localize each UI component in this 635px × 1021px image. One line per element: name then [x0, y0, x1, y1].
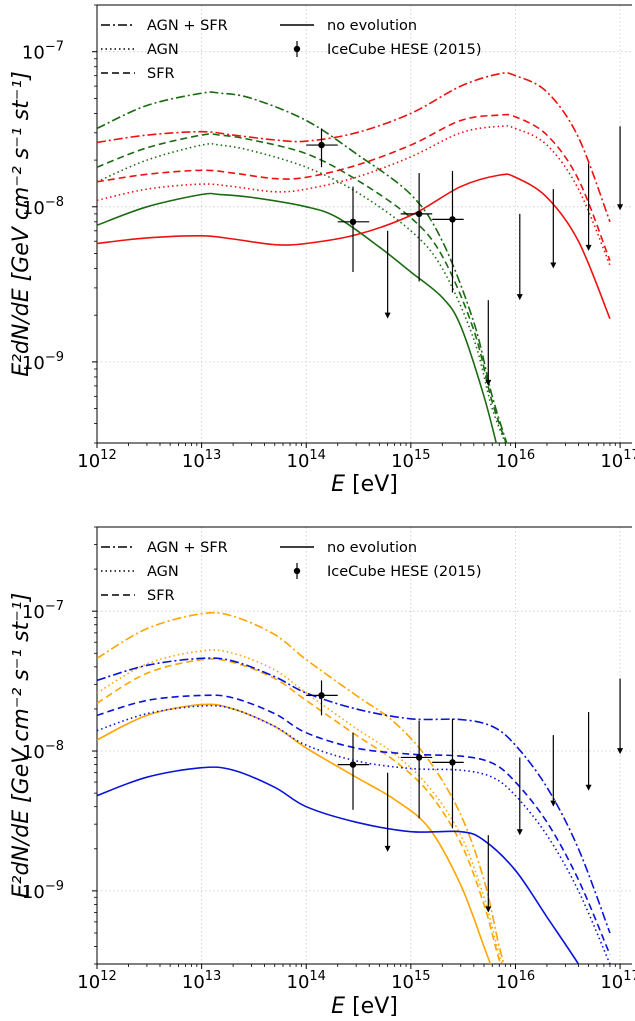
legend-label: AGN + SFR — [147, 540, 228, 556]
series-line-b-dotted — [97, 704, 611, 964]
y-axis-label: E²dN/dE [GeV cm⁻² s⁻¹ st⁻¹] — [9, 71, 34, 377]
data-point — [349, 218, 357, 226]
x-tick-label: 1012 — [77, 448, 116, 472]
x-tick-label: 1013 — [182, 448, 221, 472]
grid — [96, 527, 632, 964]
series-line-b-dashed — [97, 694, 611, 955]
legend-label: IceCube HESE (2015) — [327, 42, 481, 58]
data-point — [449, 216, 456, 223]
y-tick-label: 10−8 — [22, 195, 64, 219]
legend-label: AGN — [147, 564, 179, 580]
upper-limit-arrow — [550, 800, 557, 807]
upper-limit-arrow — [617, 204, 624, 211]
legend: AGN + SFR AGN SFR no evolution IceCube HESE … — [101, 540, 481, 604]
legend-label: AGN + SFR — [147, 18, 228, 34]
icecube-data — [306, 126, 624, 386]
x-tick-label: 1015 — [391, 448, 430, 472]
y-tick-label: 10−9 — [22, 350, 64, 374]
x-tick-label: 1015 — [391, 969, 430, 993]
upper-limit-arrow — [384, 312, 391, 319]
data-point — [318, 692, 325, 699]
y-tick-label: 10−8 — [22, 739, 64, 763]
x-axis-label: E [eV] — [331, 472, 398, 497]
series-line-a-dashed — [97, 658, 502, 964]
data-point — [415, 754, 423, 761]
legend: AGN + SFR AGN SFR no evolution IceCube HESE … — [101, 18, 481, 82]
series-line-a-dashdot — [97, 611, 505, 964]
x-tick-label: 1017 — [600, 448, 635, 472]
x-tick-label: 1014 — [287, 969, 326, 993]
upper-limit-arrow — [516, 294, 523, 301]
x-tick-label: 1017 — [600, 969, 635, 993]
y-axis-label: E²dN/dE [GeV cm⁻² s⁻¹ st⁻¹] — [9, 593, 34, 899]
series-group — [97, 72, 611, 443]
data-point — [415, 210, 423, 218]
data-point — [318, 141, 325, 149]
y-tick-label: 10−9 — [22, 879, 64, 903]
series-line-a-dotted — [97, 649, 503, 964]
series-line-b-dashed — [97, 113, 611, 261]
y-tick-label: 10−7 — [22, 599, 64, 623]
x-tick-label: 1016 — [496, 448, 535, 472]
x-tick-label: 1014 — [287, 448, 326, 472]
x-tick-label: 1016 — [496, 969, 535, 993]
upper-limit-arrow — [585, 244, 592, 251]
legend-label: no evolution — [327, 18, 417, 34]
legend-label: AGN — [147, 42, 179, 58]
legend-marker — [293, 45, 301, 53]
x-tick-label: 1012 — [77, 969, 116, 993]
series-line-a-dashdot — [97, 91, 508, 443]
upper-limit-arrow — [617, 748, 624, 755]
y-tick-label: 10−7 — [22, 40, 64, 64]
upper-limit-arrow — [384, 845, 391, 852]
legend-label: SFR — [147, 66, 175, 82]
panel-top: 1012 1013 1014 1015 1016 1017 10−9 10−8 10−7 E [e… — [9, 4, 635, 497]
series-line-a-solid — [97, 192, 498, 443]
series-group — [97, 611, 611, 964]
upper-limit-arrow — [585, 784, 592, 791]
series-line-b-solid — [97, 766, 580, 964]
series-line-a-dashed — [97, 133, 508, 443]
legend-label: SFR — [147, 588, 175, 604]
upper-limit-arrow — [485, 906, 492, 913]
panel-bottom: 1012 1013 1014 1015 1016 1017 10−9 10−8 10−7 E [e… — [9, 526, 635, 1019]
series-line-a-dotted — [97, 142, 507, 443]
upper-limit-arrow — [485, 379, 492, 386]
legend-label: no evolution — [327, 540, 417, 556]
series-line-b-dashdot — [97, 72, 611, 223]
series-line-b-dotted — [97, 125, 611, 266]
icecube-data — [306, 678, 624, 913]
x-axis-label: E [eV] — [331, 994, 398, 1019]
legend-marker — [293, 567, 301, 575]
grid — [96, 5, 632, 443]
series-line-b-solid — [97, 173, 611, 319]
data-point — [349, 761, 357, 768]
upper-limit-arrow — [516, 829, 523, 836]
upper-limit-arrow — [550, 262, 557, 269]
series-line-a-solid — [97, 703, 492, 964]
data-point — [449, 759, 456, 766]
x-tick-label: 1013 — [182, 969, 221, 993]
legend-label: IceCube HESE (2015) — [327, 564, 481, 580]
series-line-b-dashdot — [97, 657, 611, 934]
